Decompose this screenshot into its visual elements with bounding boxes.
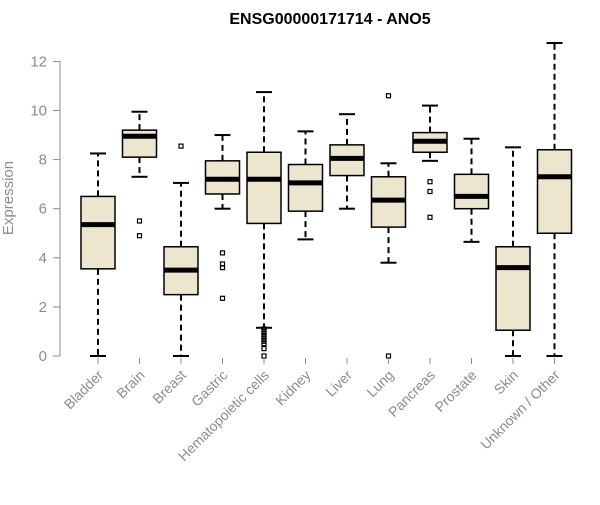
box-iqr <box>536 149 573 234</box>
y-tick-label: 10 <box>30 103 47 120</box>
boxes-group <box>80 41 573 359</box>
y-tick-label: 0 <box>39 348 47 365</box>
outlier-point <box>136 218 143 224</box>
y-tick-label: 2 <box>39 299 47 316</box>
box-group <box>80 152 116 357</box>
box-group <box>204 134 241 301</box>
y-tick-label: 6 <box>39 201 47 218</box>
y-tick-label: 12 <box>30 53 47 70</box>
box-group <box>453 137 490 243</box>
x-category-label: Liver <box>322 367 355 400</box>
outlier-point <box>427 179 433 185</box>
box-group <box>121 110 158 239</box>
outlier-point <box>427 188 433 195</box>
box-group <box>163 143 199 357</box>
outlier-point <box>261 353 267 359</box>
x-category-label: Skin <box>491 367 522 398</box>
y-tick-label: 4 <box>39 250 47 267</box>
outlier-point <box>136 233 143 239</box>
box-group <box>329 113 365 210</box>
outlier-point <box>219 250 226 256</box>
outlier-point <box>385 353 392 359</box>
outlier-point <box>261 341 267 347</box>
box-group <box>495 146 531 357</box>
y-axis: 0 2 4 6 8 10 12 <box>30 53 61 365</box>
box-group <box>370 93 407 359</box>
x-category-label: Kidney <box>272 367 314 409</box>
box-group <box>536 41 573 357</box>
box-iqr <box>495 246 531 331</box>
outlier-point <box>427 214 433 220</box>
outlier-point <box>178 143 184 149</box>
y-axis-label: Expression <box>0 161 17 235</box>
box-group <box>246 91 282 359</box>
x-category-label: Bladder <box>61 367 107 413</box>
box-iqr <box>287 163 324 212</box>
box-iqr <box>453 173 490 210</box>
outlier-point <box>219 265 226 271</box>
outlier-point <box>385 93 392 99</box>
box-group <box>412 104 448 220</box>
x-category-label: Lung <box>363 367 396 400</box>
outlier-point <box>219 295 226 301</box>
x-category-label: Brain <box>113 367 147 401</box>
box-group <box>287 130 324 241</box>
y-tick-label: 8 <box>39 152 47 169</box>
x-category-label: Prostate <box>431 367 479 415</box>
box-iqr <box>246 151 282 225</box>
outlier-point <box>261 346 267 352</box>
x-category-label: Unknown / Other <box>477 367 563 453</box>
box-iqr <box>80 195 116 270</box>
chart-title: ENSG00000171714 - ANO5 <box>229 11 430 28</box>
x-category-label: Breast <box>149 367 189 407</box>
